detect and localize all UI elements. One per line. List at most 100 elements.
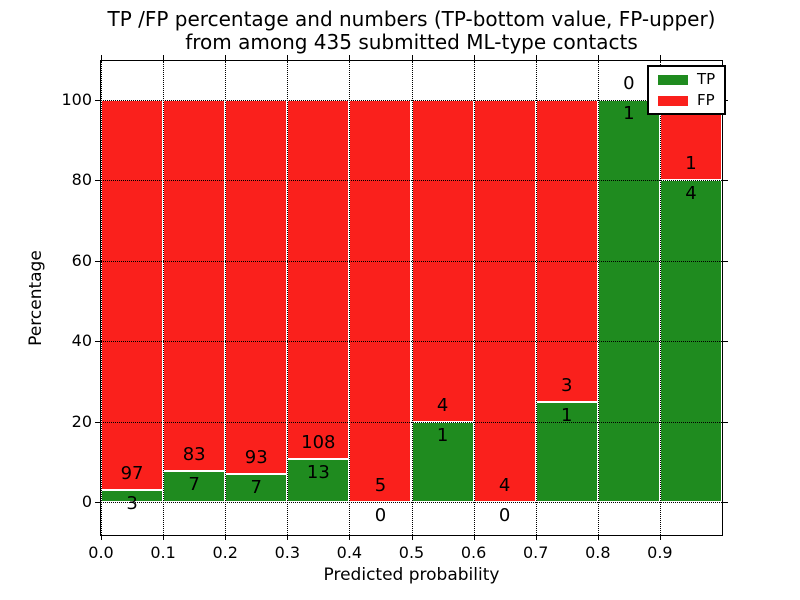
y-tick-label: 40 (71, 331, 92, 351)
x-tick-mark (473, 536, 475, 540)
chart-title-line1: TP /FP percentage and numbers (TP-bottom… (107, 7, 716, 31)
x-tick-mark (411, 536, 413, 540)
fp-bar-segment (225, 100, 288, 474)
tp-bar-segment (225, 473, 288, 502)
v-gridline (659, 61, 661, 535)
fp-bar-segment (163, 100, 226, 471)
y-tick-mark (95, 260, 100, 262)
x-tick-mark (163, 536, 165, 540)
y-tick-mark (95, 341, 100, 343)
v-gridline (597, 61, 599, 535)
x-tick-mark (659, 536, 661, 540)
x-tick-mark-top (101, 55, 102, 60)
y-tick-mark (95, 180, 100, 182)
fp-count-label: 93 (244, 446, 268, 468)
x-tick-mark (597, 536, 599, 540)
tp-count-label: 1 (436, 424, 449, 446)
fp-count-label: 83 (182, 443, 206, 465)
fp-count-label: 97 (120, 462, 144, 484)
v-gridline (287, 61, 289, 535)
tp-bar-segment (163, 470, 226, 502)
y-tick-mark-right (723, 502, 728, 503)
x-tick-mark-top (473, 55, 475, 60)
legend-item-fp: FP (658, 93, 715, 108)
x-tick-label: 0.8 (585, 543, 611, 562)
legend: TP FP (647, 65, 727, 115)
fp-count-label: 0 (623, 73, 635, 94)
x-tick-label: 0.4 (336, 543, 363, 562)
y-tick-label: 20 (71, 411, 92, 431)
tp-count-label: 3 (126, 492, 138, 514)
legend-label: FP (697, 91, 715, 109)
tp-color-swatch-icon (658, 74, 688, 85)
y-tick-label: 60 (71, 250, 92, 270)
tp-count-label: 4 (685, 183, 697, 205)
x-tick-mark-top (225, 55, 227, 60)
y-tick-label: 80 (71, 170, 92, 190)
v-gridline (411, 61, 413, 535)
x-axis-label: Predicted probability (323, 565, 500, 585)
plot-area: TP FP 97 3 83 7 93 7 108 13 5 0 4 1 4 0 3 1 0 1 1 4 (100, 60, 727, 536)
x-tick-mark (287, 536, 289, 540)
x-tick-label: 0.0 (88, 543, 114, 562)
x-tick-mark (225, 536, 227, 540)
x-tick-mark (349, 536, 351, 540)
tp-count-label: 0 (374, 505, 387, 526)
x-tick-mark-top (411, 55, 413, 60)
x-tick-mark-top (659, 55, 661, 60)
v-gridline (535, 61, 537, 535)
fp-bar-segment (349, 100, 412, 502)
fp-bar-segment (535, 100, 598, 402)
x-tick-mark-top (597, 55, 599, 60)
x-tick-mark-top (287, 55, 289, 60)
fp-count-label: 5 (374, 475, 387, 496)
y-tick-mark-right (723, 421, 728, 423)
fp-count-label: 4 (436, 394, 449, 416)
x-tick-label: 0.2 (212, 543, 238, 562)
legend-item-tp: TP (658, 72, 715, 87)
tp-count-label: 1 (623, 103, 635, 124)
tp-count-label: 7 (250, 476, 262, 498)
x-tick-mark-top (163, 55, 165, 60)
tp-count-label: 0 (498, 505, 511, 526)
fp-count-label: 4 (498, 475, 511, 496)
tp-count-label: 7 (188, 473, 200, 495)
tp-bar-segment (287, 458, 350, 502)
v-gridline (473, 61, 475, 535)
x-tick-label: 0.7 (522, 543, 549, 562)
tp-count-label: 1 (561, 404, 573, 426)
x-tick-mark (535, 536, 537, 540)
y-tick-mark (95, 502, 100, 503)
fp-bar-segment (287, 100, 350, 459)
chart-title-line2: from among 435 submitted ML-type contact… (185, 30, 638, 54)
tp-bar-segment (597, 100, 660, 502)
y-tick-mark-right (723, 260, 728, 262)
y-tick-mark (95, 421, 100, 423)
x-tick-label: 0.1 (150, 543, 176, 562)
x-tick-label: 0.5 (398, 543, 425, 562)
x-tick-mark-top (535, 55, 537, 60)
fp-color-swatch-icon (658, 95, 688, 106)
legend-label: TP (697, 70, 716, 88)
v-gridline (163, 61, 165, 535)
fp-count-label: 3 (561, 374, 573, 396)
y-tick-mark-right (723, 341, 728, 343)
y-tick-mark (95, 100, 100, 101)
x-tick-label: 0.3 (274, 543, 301, 562)
y-tick-mark-right (723, 180, 728, 182)
y-tick-label: 0 (81, 492, 92, 511)
tp-count-label: 13 (306, 461, 330, 483)
v-gridline (225, 61, 227, 535)
chart-title: TP /FP percentage and numbers (TP-bottom… (88, 8, 735, 54)
v-gridline (101, 61, 102, 535)
x-tick-label: 0.6 (460, 543, 487, 562)
fp-bar-segment (101, 100, 164, 490)
y-tick-label: 100 (61, 90, 92, 109)
y-axis-label: Percentage (26, 250, 46, 346)
v-gridline (349, 61, 351, 535)
x-tick-label: 0.9 (647, 543, 673, 562)
x-tick-mark (101, 536, 102, 540)
fp-count-label: 1 (685, 153, 697, 175)
x-tick-mark-top (349, 55, 351, 60)
